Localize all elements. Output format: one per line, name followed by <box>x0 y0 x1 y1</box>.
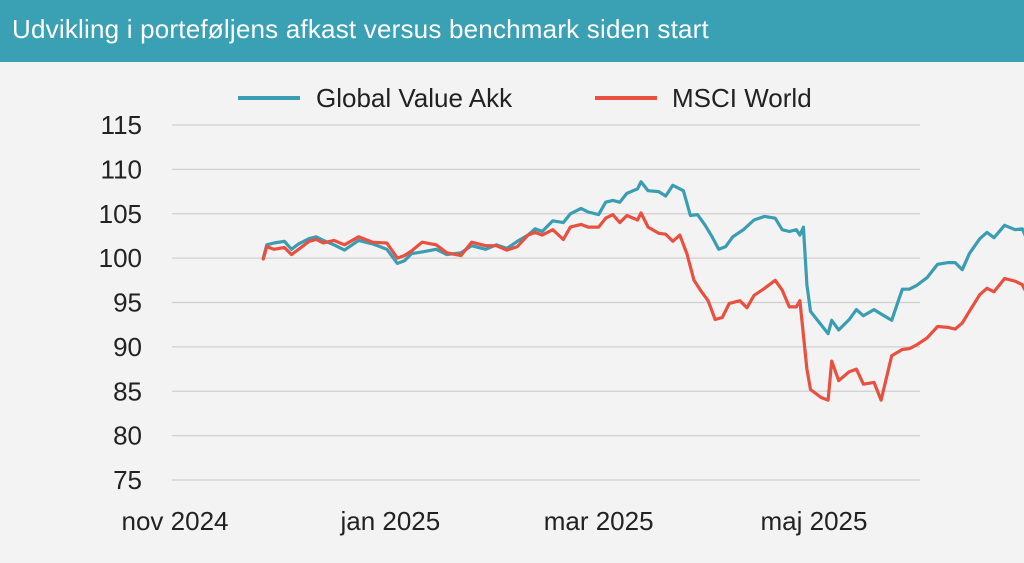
legend-label-global-value-akk: Global Value Akk <box>316 83 513 113</box>
y-tick-label: 105 <box>99 199 142 229</box>
legend: Global Value Akk MSCI World <box>238 83 812 113</box>
chart-area: 75 80 85 90 95 100 105 110 115 nov 2024 jan 2025 m… <box>0 62 1024 558</box>
grid-layer <box>172 124 920 481</box>
legend-label-msci-world: MSCI World <box>672 83 812 113</box>
x-axis-ticks: nov 2024 jan 2025 mar 2025 maj 2025 <box>122 506 868 536</box>
series-line-global-value-akk <box>261 180 1024 336</box>
y-tick-label: 110 <box>101 154 142 184</box>
y-tick-label: 90 <box>113 332 142 362</box>
y-tick-label: 75 <box>113 465 142 495</box>
y-tick-label: 85 <box>113 376 142 406</box>
x-tick-label: nov 2024 <box>122 506 229 536</box>
series-line-msci-world <box>261 211 1024 402</box>
y-tick-label: 95 <box>113 288 142 318</box>
y-tick-label: 100 <box>99 243 142 273</box>
x-tick-label: jan 2025 <box>339 506 440 536</box>
y-tick-label: 80 <box>113 421 142 451</box>
x-tick-label: maj 2025 <box>761 506 868 536</box>
chart-header: Udvikling i porteføljens afkast versus b… <box>0 0 1024 62</box>
y-tick-label: 115 <box>101 110 142 140</box>
x-tick-label: mar 2025 <box>544 506 654 536</box>
chart-title: Udvikling i porteføljens afkast versus b… <box>12 14 709 44</box>
y-axis-ticks: 75 80 85 90 95 100 105 110 115 <box>99 110 142 495</box>
line-chart: 75 80 85 90 95 100 105 110 115 nov 2024 jan 2025 m… <box>99 83 1024 536</box>
series-layer <box>261 180 1024 402</box>
